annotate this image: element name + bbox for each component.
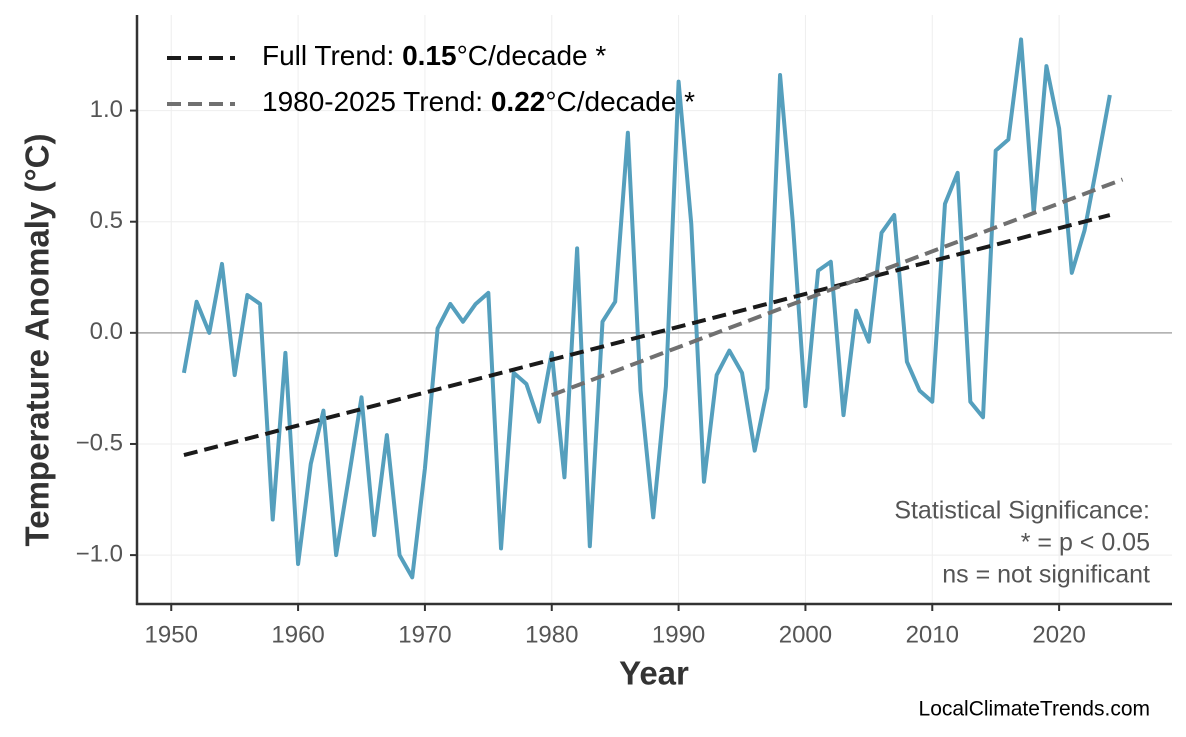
x-tick-label: 2000 <box>779 621 832 648</box>
x-tick-label: 1990 <box>652 621 705 648</box>
legend-label: Full Trend: 0.15°C/decade * <box>262 40 606 71</box>
x-tick-label: 1980 <box>525 621 578 648</box>
source: LocalClimateTrends.com <box>919 698 1150 721</box>
y-tick-label: 0.5 <box>90 207 123 234</box>
data-line <box>181 37 1112 580</box>
x-tick-label: 1970 <box>398 621 451 648</box>
x-axis-label: Year <box>619 655 689 692</box>
x-tick-label: 1950 <box>145 621 198 648</box>
x-tick-label: 1960 <box>271 621 324 648</box>
annotation: * = p < 0.05 <box>1021 529 1150 557</box>
x-tick-label: 2010 <box>906 621 959 648</box>
x-tick-label: 2020 <box>1032 621 1085 648</box>
y-tick-label: −0.5 <box>76 429 123 456</box>
y-tick-label: −1.0 <box>76 540 123 567</box>
legend-label: 1980-2025 Trend: 0.22°C/decade * <box>262 86 695 117</box>
y-axis-label: Temperature Anomaly (°C) <box>19 134 56 547</box>
annotation: ns = not significant <box>942 561 1150 589</box>
trend-line <box>183 213 1111 458</box>
y-tick-label: 0.0 <box>90 318 123 345</box>
trend-line <box>551 177 1124 397</box>
y-tick-label: 1.0 <box>90 96 123 123</box>
annotation: Statistical Significance: <box>894 497 1150 525</box>
